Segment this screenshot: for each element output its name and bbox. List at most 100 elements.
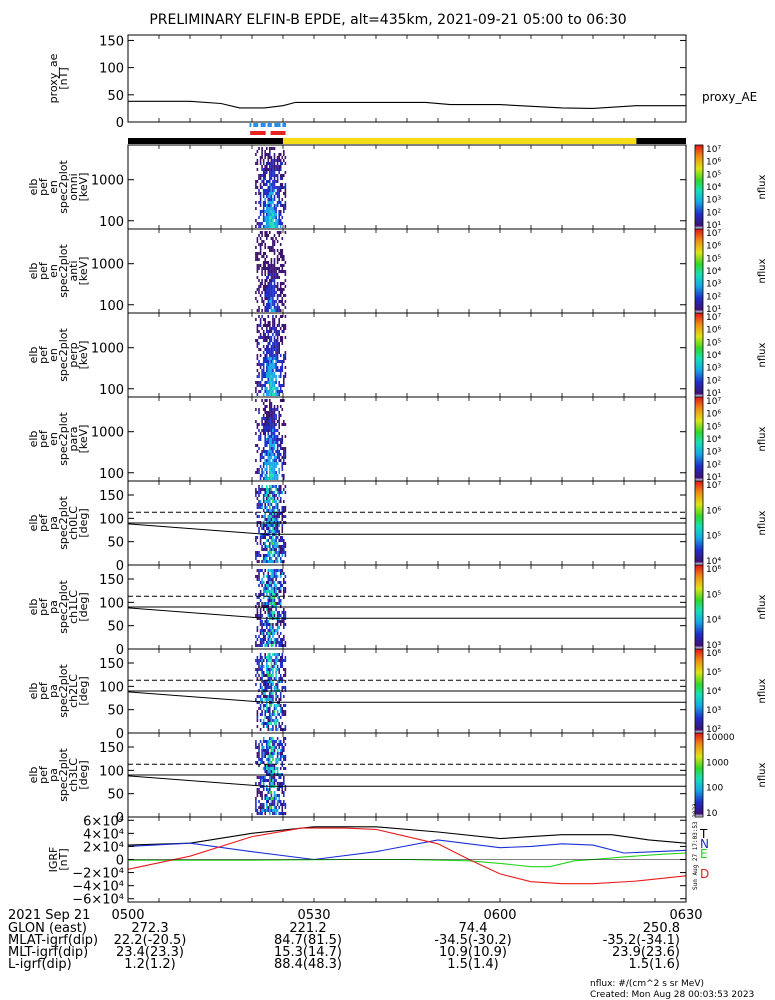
series-label-T: T [699, 827, 708, 841]
y-axis-word: [deg] [77, 676, 90, 705]
colorbar-tick: 10⁴ [706, 267, 721, 277]
y-axis-word: [keV] [77, 257, 90, 286]
ephemeris-row: L-igrf(dip) 1.2(1.2) 88.4(48.3) 1.5(1.4) 1.5… [8, 957, 680, 972]
ephemeris-value: 88.4(48.3) [274, 957, 342, 972]
colorbar-tick: 10⁵ [706, 532, 721, 542]
y-ticks: 150 100 50 0 [99, 34, 686, 131]
colorbar-tick: 10⁶ [706, 158, 721, 168]
heatmap-cells [255, 569, 287, 647]
colorbar-tick: 10³ [706, 641, 721, 651]
y-axis-word: spec2plot [57, 580, 70, 634]
status-bar-blue [282, 123, 287, 127]
colorbar-tick: 10⁶ [706, 410, 721, 420]
y-tick-label: 100 [99, 467, 124, 482]
colorbar-tick: 10³ [706, 706, 721, 716]
y-tick-label: 150 [99, 741, 124, 756]
colorbar-tick: 10¹ [706, 389, 721, 399]
y-axis-word: pa [47, 600, 60, 614]
x-tick-label: 0600 [483, 908, 516, 923]
colorbar-tick: 10⁶ [706, 565, 721, 575]
panel-spec_omni: 1000100elbpefenspec2plotomni[keV]10⁷10⁶1… [27, 144, 768, 231]
heatmap-cells [255, 485, 287, 563]
date-label: 2021 Sep 21 [8, 908, 90, 923]
y-tick-label: 0 [116, 854, 124, 869]
panel-frame [127, 228, 687, 314]
colorbar-label: nflux [757, 762, 768, 787]
colorbar-tick: 10² [706, 460, 721, 470]
y-tick-label: 100 [99, 62, 124, 77]
plot-title: PRELIMINARY ELFIN-B EPDE, alt=435km, 202… [149, 12, 626, 28]
ephemeris-value: 74.4 [459, 921, 488, 936]
colorbar-tick: 10⁶ [706, 242, 721, 252]
ephemeris-value: 23.9(23.6) [612, 945, 680, 960]
colorbar-tick: 10³ [706, 364, 721, 374]
ephemeris-row: MLT-igrf(dip) 23.4(23.3) 15.3(14.7) 10.9(10… [8, 945, 680, 960]
y-tick-label: 2×10⁴ [83, 840, 124, 855]
y-axis-word: elb [27, 431, 40, 448]
colorbar-tick: 10² [706, 376, 721, 386]
y-ticks: 150 100 50 0 [99, 489, 686, 574]
panel-pa_ch2: 150100500elbpefpaspec2plotch2LC[deg]10⁶1… [27, 648, 768, 742]
y-tick-label: 0 [116, 559, 124, 574]
y-axis-word: pef [37, 261, 50, 280]
colorbar-tick: 10¹ [706, 221, 721, 231]
y-axis-word: ch0LC [67, 506, 80, 540]
status-bar-blue [253, 123, 259, 127]
y-axis-word: [deg] [77, 760, 90, 789]
ephemeris-value: 221.2 [289, 921, 326, 936]
ephemeris-value: 23.4(23.3) [116, 945, 184, 960]
y-axis-word: omni [67, 173, 80, 200]
colorbar-label: nflux [757, 258, 768, 283]
colorbar-tick: 10² [706, 725, 721, 735]
ephemeris-value: -35.2(-34.1) [603, 933, 680, 948]
y-axis-word: en [47, 348, 60, 362]
y-tick-label: 100 [99, 680, 124, 695]
heatmap-cells [255, 231, 287, 312]
colorbar-tick: 10⁵ [706, 668, 721, 678]
status-bar-blue [260, 123, 266, 127]
side-timestamp: Sun Aug 27 17:03:53 2023 [692, 803, 699, 890]
y-axis-word: spec2plot [57, 160, 70, 214]
y-axis-word: spec2plot [57, 328, 70, 382]
colorbar-tick: 10⁵ [706, 254, 721, 264]
status-bar-blue [274, 123, 281, 127]
y-tick-label: 1000 [91, 258, 124, 273]
y-tick-label: 100 [99, 215, 124, 230]
colorbar-tick: 10⁴ [706, 183, 721, 193]
y-tick-label: 50 [107, 620, 124, 635]
colorbar-tick: 10⁶ [706, 506, 721, 516]
colorbar-tick: 10³ [706, 280, 721, 290]
y-axis-label: proxy_ae[nT] [47, 53, 70, 103]
y-axis-word: pef [37, 513, 50, 532]
colorbar-tick: 10¹ [706, 473, 721, 483]
pa-reference-lines [127, 679, 686, 703]
y-axis-word: elb [27, 767, 40, 784]
series-label-D: D [700, 867, 709, 881]
y-axis-word: elb [27, 179, 40, 196]
y-tick-label: 1000 [91, 426, 124, 441]
pa-reference-lines [127, 511, 686, 535]
heatmap-cells [255, 315, 287, 396]
series-line-N [127, 839, 687, 861]
y-tick-label: 6×10⁴ [83, 814, 124, 829]
colorbar-tick: 10¹ [706, 305, 721, 315]
y-axis-word: [nT] [57, 67, 70, 89]
y-ticks: 1000 100 [91, 342, 686, 398]
colorbar-tick: 10 [706, 809, 718, 819]
y-axis-word: spec2plot [57, 244, 70, 298]
y-axis-word: [keV] [77, 173, 90, 202]
ephemeris-label: GLON (east) [8, 921, 87, 936]
ephemeris-value: 250.8 [643, 921, 680, 936]
ephemeris-label: MLT-igrf(dip) [8, 945, 88, 960]
colorbar-tick: 1000 [706, 758, 729, 768]
colorbar-tick: 10⁵ [706, 338, 721, 348]
y-axis-word: spec2plot [57, 748, 70, 802]
colorbar-tick: 10⁴ [706, 616, 721, 626]
y-axis-word: [keV] [77, 341, 90, 370]
y-tick-label: 100 [99, 299, 124, 314]
x-tick-label: 0500 [111, 908, 144, 923]
y-axis-word: elb [27, 683, 40, 700]
